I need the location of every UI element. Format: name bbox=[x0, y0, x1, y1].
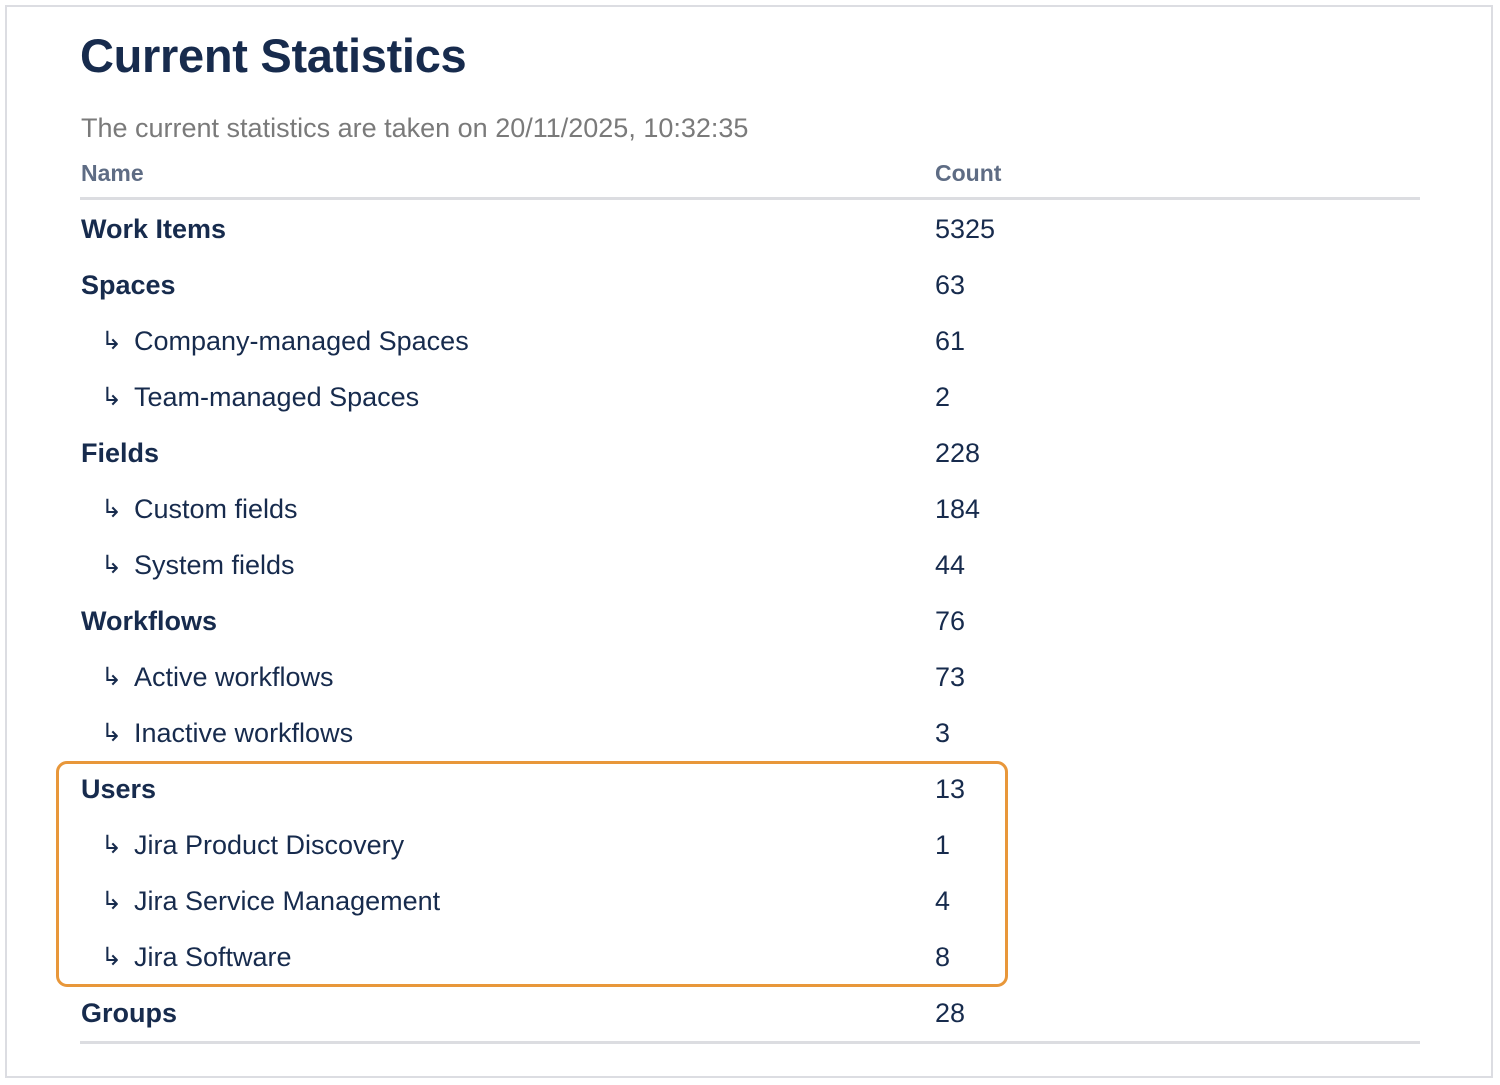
sub-item-arrow-icon: ↳ bbox=[101, 719, 122, 747]
statistics-table: Work Items 5325 Spaces 63 ↳ Company-managed S… bbox=[80, 201, 1420, 1041]
row-name: Inactive workflows bbox=[134, 718, 354, 748]
table-row: Groups 28 bbox=[80, 985, 1420, 1041]
sub-item-arrow-icon: ↳ bbox=[101, 663, 122, 691]
sub-item-arrow-icon: ↳ bbox=[101, 495, 122, 523]
table-row: ↳ Team-managed Spaces 2 bbox=[80, 369, 1420, 425]
users-highlight-box bbox=[56, 761, 1008, 987]
column-header-name: Name bbox=[81, 160, 144, 186]
row-name: System fields bbox=[134, 550, 295, 580]
sub-item-arrow-icon: ↳ bbox=[101, 943, 122, 971]
table-row: Fields 228 bbox=[80, 425, 1420, 481]
row-name: Fields bbox=[81, 438, 160, 468]
row-name: Workflows bbox=[81, 606, 218, 636]
table-row: ↳ Active workflows 73 bbox=[80, 649, 1420, 705]
row-count: 8 bbox=[935, 942, 951, 972]
row-name: Users bbox=[81, 774, 157, 804]
row-count: 44 bbox=[935, 550, 966, 580]
table-row: Users 13 bbox=[80, 761, 1420, 817]
row-name: Jira Software bbox=[134, 942, 292, 972]
row-name: Groups bbox=[81, 998, 178, 1028]
row-count: 73 bbox=[935, 662, 966, 692]
statistics-timestamp: The current statistics are taken on 20/1… bbox=[81, 113, 749, 143]
row-name: Company-managed Spaces bbox=[134, 326, 469, 356]
table-row: Workflows 76 bbox=[80, 593, 1420, 649]
row-name: Active workflows bbox=[134, 662, 334, 692]
sub-item-arrow-icon: ↳ bbox=[101, 383, 122, 411]
row-name: Work Items bbox=[81, 214, 227, 244]
table-row: ↳ Custom fields 184 bbox=[80, 481, 1420, 537]
table-row: ↳ System fields 44 bbox=[80, 537, 1420, 593]
row-count: 28 bbox=[935, 998, 966, 1028]
table-row: ↳ Jira Service Management 4 bbox=[80, 873, 1420, 929]
table-row: ↳ Company-managed Spaces 61 bbox=[80, 313, 1420, 369]
row-count: 13 bbox=[935, 774, 966, 804]
table-row: ↳ Inactive workflows 3 bbox=[80, 705, 1420, 761]
page-frame bbox=[5, 5, 1493, 1078]
row-count: 184 bbox=[935, 494, 981, 524]
row-name: Team-managed Spaces bbox=[134, 382, 420, 412]
row-count: 1 bbox=[935, 830, 951, 860]
row-name: Jira Product Discovery bbox=[134, 830, 405, 860]
row-count: 5325 bbox=[935, 214, 996, 244]
row-count: 63 bbox=[935, 270, 966, 300]
row-count: 4 bbox=[935, 886, 951, 916]
table-row: Spaces 63 bbox=[80, 257, 1420, 313]
row-count: 3 bbox=[935, 718, 951, 748]
sub-item-arrow-icon: ↳ bbox=[101, 551, 122, 579]
row-name: Custom fields bbox=[134, 494, 298, 524]
table-row: ↳ Jira Product Discovery 1 bbox=[80, 817, 1420, 873]
sub-item-arrow-icon: ↳ bbox=[101, 887, 122, 915]
table-row: Work Items 5325 bbox=[80, 201, 1420, 257]
row-name: Spaces bbox=[81, 270, 176, 300]
header-divider bbox=[80, 197, 1420, 200]
page-title: Current Statistics bbox=[80, 29, 467, 82]
row-count: 61 bbox=[935, 326, 966, 356]
row-name: Jira Service Management bbox=[134, 886, 441, 916]
sub-item-arrow-icon: ↳ bbox=[101, 327, 122, 355]
column-header-count: Count bbox=[935, 160, 1002, 186]
table-row: ↳ Jira Software 8 bbox=[80, 929, 1420, 985]
row-count: 76 bbox=[935, 606, 966, 636]
sub-item-arrow-icon: ↳ bbox=[101, 831, 122, 859]
row-count: 228 bbox=[935, 438, 981, 468]
table-bottom-divider bbox=[80, 1041, 1420, 1044]
row-count: 2 bbox=[935, 382, 951, 412]
